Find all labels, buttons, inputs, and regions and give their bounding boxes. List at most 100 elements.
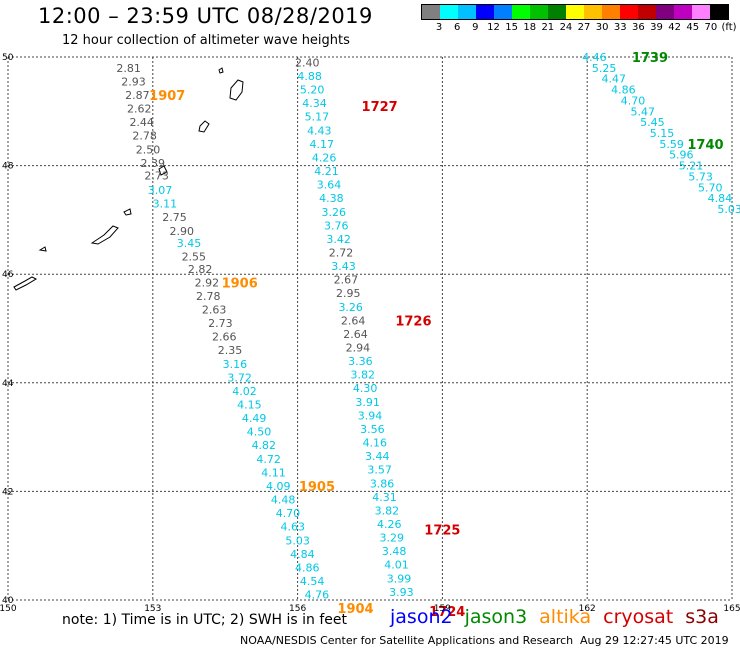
wave-height-value: 5.47 [630, 105, 655, 118]
lon-tick-label: 165 [723, 604, 740, 614]
axis-tick-labels: 150 153 156 159 162 165 50 48 46 44 42 40 [0, 53, 740, 614]
colorbar-label: 33 [613, 22, 627, 33]
lon-tick-label: 156 [289, 604, 306, 614]
wave-height-value: 2.72 [329, 246, 354, 259]
colorbar-swatch [422, 5, 440, 19]
pass-number-label: 1740 [687, 138, 723, 153]
legend-entry-s3a: s3a [685, 606, 719, 628]
wave-height-value: 4.38 [319, 192, 344, 205]
wave-height-value: 2.67 [334, 274, 359, 287]
wave-height-value: 5.45 [640, 116, 665, 129]
lat-tick-label: 44 [2, 379, 14, 389]
colorbar-label: 70 [704, 22, 718, 33]
colorbar-swatch [710, 5, 728, 19]
colorbar-label: 21 [541, 22, 555, 33]
wave-height-value: 3.57 [367, 464, 392, 477]
wave-height-value: 5.17 [305, 111, 330, 124]
colorbar-label: 15 [505, 22, 518, 33]
coastline [13, 67, 244, 291]
colorbar-swatch [494, 5, 512, 19]
wave-height-colorbar [421, 4, 729, 20]
wave-height-value: 4.09 [266, 480, 291, 493]
wave-height-value: 3.44 [365, 450, 390, 463]
colorbar-label: 39 [650, 22, 663, 33]
wave-height-value: 2.81 [116, 62, 141, 75]
wave-height-value: 2.75 [162, 211, 187, 224]
wave-height-value: 4.34 [302, 97, 327, 110]
units-note: note: 1) Time is in UTC; 2) SWH is in fe… [62, 612, 348, 628]
colorbar-label: 6 [454, 22, 461, 33]
colorbar-label: 12 [487, 22, 500, 33]
colorbar-label: 18 [523, 22, 537, 33]
colorbar-swatch [602, 5, 620, 19]
wave-height-value: 4.15 [237, 399, 262, 412]
lon-tick-label: 150 [0, 604, 17, 614]
wave-height-value: 2.92 [195, 276, 220, 289]
wave-height-value: 2.94 [346, 342, 371, 355]
wave-height-value: 4.17 [309, 138, 334, 151]
wave-height-value: 4.46 [582, 51, 607, 64]
wave-height-value: 4.86 [611, 84, 636, 97]
credit-line: NOAA/NESDIS Center for Satellite Applica… [240, 634, 574, 647]
wave-height-value: 3.91 [355, 396, 380, 409]
wave-height-value: 4.01 [384, 559, 409, 572]
lat-tick-label: 50 [2, 53, 14, 63]
colorbar-swatch [548, 5, 566, 19]
wave-height-value: 3.94 [358, 409, 383, 422]
colorbar-label: 3 [435, 22, 443, 33]
wave-height-value: 4.16 [363, 437, 388, 450]
colorbar-swatch [566, 5, 584, 19]
pass-number-label: 1907 [149, 89, 185, 104]
colorbar-label: 36 [632, 22, 645, 33]
wave-height-value: 3.16 [223, 358, 248, 371]
island-1 [229, 79, 244, 101]
wave-height-value: 3.82 [351, 369, 376, 382]
wave-height-tracks: 2.812.932.872.622.442.782.502.392.733.07… [116, 51, 740, 602]
wave-height-value: 4.84 [708, 192, 733, 205]
colorbar-swatch [440, 5, 458, 19]
wave-height-value: 2.64 [343, 328, 368, 341]
generated-timestamp: Aug 29 12:27:45 UTC 2019 [580, 634, 729, 647]
wave-height-value: 4.86 [295, 561, 320, 574]
map-grid [7, 56, 733, 601]
wave-height-value: 3.82 [375, 504, 400, 517]
lat-tick-label: 42 [2, 487, 13, 497]
colorbar-label: 42 [668, 22, 682, 33]
wave-height-value: 4.26 [312, 151, 337, 164]
lat-tick-label: 46 [2, 270, 14, 280]
colorbar-swatch [530, 5, 548, 19]
island-3 [218, 67, 224, 74]
wave-height-value: 3.07 [148, 184, 173, 197]
wave-height-value: 5.70 [698, 181, 723, 194]
lon-tick-label: 153 [144, 604, 161, 614]
wave-height-value: 4.63 [281, 521, 306, 534]
wave-height-value: 4.47 [601, 73, 626, 86]
wave-height-value: 5.59 [659, 138, 684, 151]
colorbar-swatch [476, 5, 494, 19]
wave-height-value: 3.99 [387, 572, 412, 585]
wave-height-value: 5.73 [688, 170, 713, 183]
legend-entry-jason2: jason2 [390, 606, 453, 628]
wave-height-value: 3.72 [227, 371, 252, 384]
wave-height-value: 2.40 [295, 56, 320, 69]
pass-number-label: 1725 [424, 523, 460, 538]
colorbar-label: 9 [472, 22, 479, 33]
wave-height-value: 3.29 [379, 532, 404, 545]
island-5 [90, 225, 119, 245]
pass-number-label: 1726 [395, 314, 431, 329]
wave-height-value: 4.48 [271, 494, 296, 507]
legend-entry-altika: altika [539, 606, 592, 628]
colorbar-label: 24 [559, 22, 573, 33]
wave-height-value: 4.82 [252, 439, 277, 452]
wave-height-value: 3.93 [389, 586, 414, 599]
pass-number-label: 1727 [362, 100, 398, 115]
island-2 [198, 120, 210, 133]
pass-number-label: 1906 [222, 276, 258, 291]
wave-height-value: 3.76 [324, 219, 349, 232]
wave-height-value: 3.11 [153, 198, 178, 211]
wave-height-value: 4.50 [247, 426, 272, 439]
colorbar-swatch [638, 5, 656, 19]
pass-number-label: 1904 [337, 602, 373, 617]
wave-height-value: 3.48 [382, 545, 407, 558]
colorbar-swatch [674, 5, 692, 19]
